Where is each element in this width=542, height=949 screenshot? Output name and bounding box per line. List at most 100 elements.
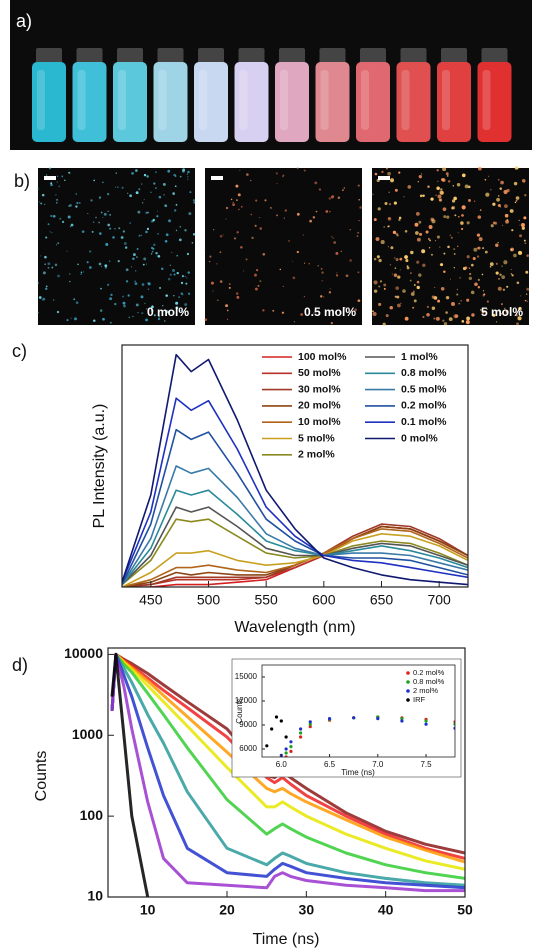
vial-neck xyxy=(76,48,103,64)
particle xyxy=(141,312,144,315)
particle xyxy=(175,306,179,310)
particle xyxy=(504,313,507,316)
particle xyxy=(49,231,51,233)
particle xyxy=(150,253,153,255)
particle xyxy=(495,321,498,323)
particle xyxy=(442,167,447,172)
particle xyxy=(461,214,464,217)
particle xyxy=(313,312,315,314)
particle xyxy=(377,207,381,211)
particle xyxy=(506,188,510,193)
particle xyxy=(66,319,69,322)
particle xyxy=(106,192,110,196)
particle xyxy=(129,222,131,224)
particle xyxy=(173,209,177,212)
data-point xyxy=(274,715,279,719)
particle xyxy=(378,302,382,307)
particle xyxy=(402,289,406,293)
particle xyxy=(395,257,399,262)
particle xyxy=(358,219,360,222)
particle xyxy=(155,252,158,255)
legend-swatch xyxy=(406,698,410,702)
particle xyxy=(476,246,480,250)
particle xyxy=(526,254,529,258)
particle xyxy=(392,230,397,234)
y-axis-label: Counts xyxy=(33,751,50,802)
particle xyxy=(236,199,238,201)
particle xyxy=(524,299,527,302)
legend-swatch xyxy=(406,671,410,675)
particle xyxy=(102,317,105,321)
particle xyxy=(226,309,229,312)
particle xyxy=(146,308,148,310)
particle xyxy=(333,241,337,244)
particle xyxy=(37,187,40,190)
particle xyxy=(75,205,78,208)
particle xyxy=(422,315,425,319)
particle xyxy=(296,212,300,216)
particle xyxy=(388,191,390,194)
particle xyxy=(134,280,136,282)
particle xyxy=(472,257,476,261)
particle xyxy=(416,260,420,264)
particle xyxy=(456,183,461,187)
particle xyxy=(381,170,384,174)
particle xyxy=(470,263,474,267)
particle xyxy=(127,294,130,297)
particle xyxy=(181,274,185,278)
particle xyxy=(145,318,148,322)
particle xyxy=(469,272,472,276)
particle xyxy=(112,236,115,239)
particle xyxy=(158,195,162,199)
particle xyxy=(382,322,386,326)
particle xyxy=(69,273,71,275)
legend-label: 0.8 mol% xyxy=(413,677,445,686)
particle xyxy=(287,239,291,242)
particle xyxy=(171,251,173,253)
particle xyxy=(122,230,125,233)
particle xyxy=(225,304,229,308)
particle xyxy=(150,220,154,223)
particle xyxy=(276,214,279,217)
particle xyxy=(414,222,419,227)
particle xyxy=(146,263,148,265)
particle xyxy=(435,240,437,242)
particle xyxy=(388,203,392,206)
data-point xyxy=(270,727,274,731)
particle xyxy=(379,280,383,283)
series-line xyxy=(122,528,468,587)
vial-glow xyxy=(361,70,369,130)
particle xyxy=(151,305,154,309)
particle xyxy=(187,170,190,174)
particle xyxy=(157,233,159,235)
particle xyxy=(434,286,436,289)
particle xyxy=(165,294,168,297)
particle xyxy=(406,266,410,270)
particle xyxy=(490,189,492,191)
particle xyxy=(391,273,393,275)
particle xyxy=(422,194,425,198)
particle xyxy=(413,283,416,286)
particle xyxy=(416,237,421,242)
particle xyxy=(418,273,422,277)
particle xyxy=(155,187,157,189)
legend-label: 0 mol% xyxy=(401,432,438,444)
particle xyxy=(525,293,528,295)
y-tick-label: 15000 xyxy=(235,672,258,681)
particle xyxy=(219,251,222,254)
particle xyxy=(142,263,145,266)
vial-neck xyxy=(319,48,346,64)
particle xyxy=(178,238,182,242)
data-point xyxy=(289,749,293,754)
legend-label: 50 mol% xyxy=(298,367,341,379)
particle xyxy=(57,274,60,278)
particle xyxy=(46,174,48,176)
particle xyxy=(427,185,430,188)
particle xyxy=(419,232,423,236)
particle xyxy=(349,259,352,262)
vial-glow xyxy=(77,70,86,130)
particle xyxy=(486,300,489,303)
particle xyxy=(93,319,96,323)
particle xyxy=(431,306,436,310)
particle xyxy=(232,201,234,203)
